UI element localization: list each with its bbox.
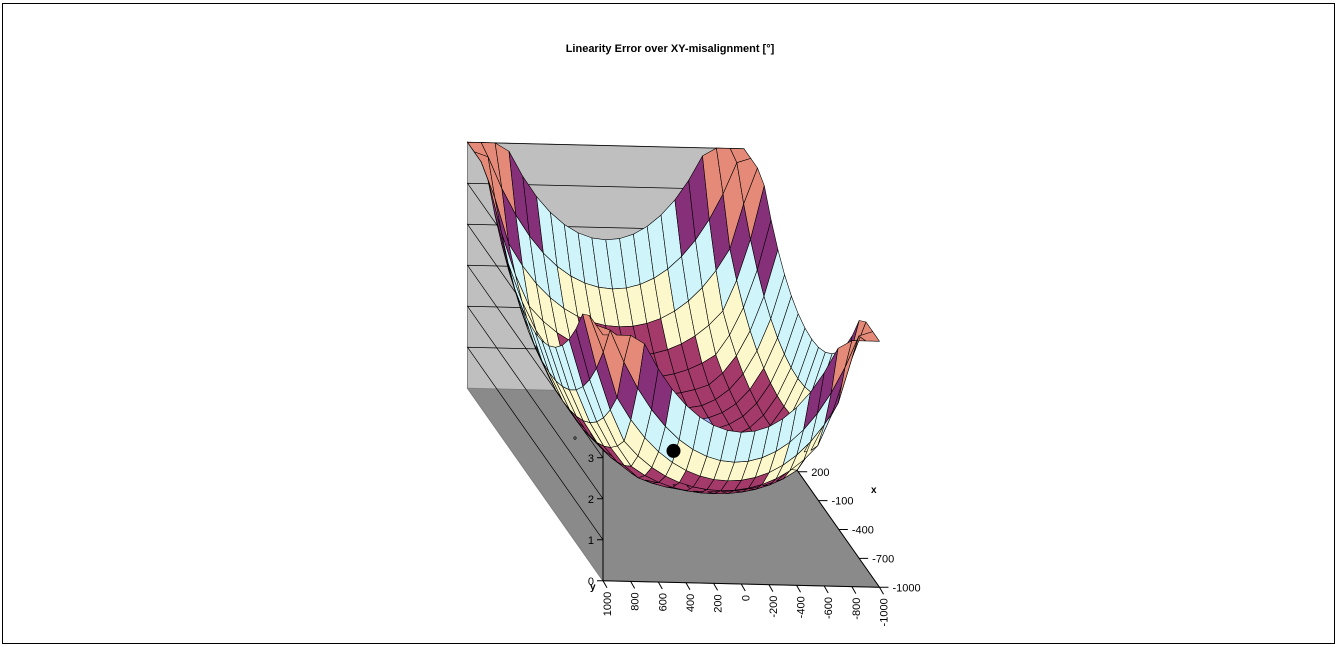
y-tick-label: 1000 <box>602 592 614 616</box>
y-tick-label: -1000 <box>879 598 891 626</box>
z-tick-label: 1 <box>588 535 594 547</box>
z-axis-label: ° <box>573 435 577 446</box>
y-tick <box>823 585 829 594</box>
y-tick-label: -600 <box>823 597 835 619</box>
y-tick <box>602 580 608 588</box>
y-tick-label: 200 <box>713 594 725 612</box>
y-tick <box>879 587 884 595</box>
y-tick-label: 400 <box>685 594 697 612</box>
surface-patch <box>858 331 880 342</box>
y-tick <box>796 585 801 593</box>
y-axis: 1000 800 600 400 200 0 -200 -400 -600 -800 -1000 <box>602 580 891 626</box>
minimum-marker <box>666 443 681 458</box>
x-tick-label: -100 <box>832 496 854 508</box>
y-tick <box>713 583 719 591</box>
y-tick <box>768 584 774 592</box>
x-tick-label: -1000 <box>893 582 921 594</box>
y-tick <box>630 581 636 589</box>
y-tick-label: -200 <box>768 596 780 618</box>
y-tick <box>657 581 663 590</box>
z-tick-label: 3 <box>588 453 594 465</box>
y-tick-label: 600 <box>657 593 669 611</box>
chart-title: Linearity Error over XY-misalignment [°] <box>566 43 775 55</box>
y-tick-label: 800 <box>630 592 642 610</box>
y-tick <box>685 582 691 590</box>
y-tick <box>740 583 746 592</box>
y-tick-label: 0 <box>740 595 752 601</box>
x-axis-label: x <box>871 485 877 496</box>
x-tick-label: 200 <box>811 467 829 479</box>
y-tick <box>851 586 857 594</box>
y-tick-label: -400 <box>796 596 808 618</box>
y-axis-label: y <box>590 582 596 593</box>
z-tick-label: 2 <box>588 494 594 506</box>
x-tick-label: -400 <box>852 525 874 537</box>
x-tick-label: -700 <box>872 553 894 565</box>
surface-mesh <box>467 142 880 495</box>
z-tick-label: 0 <box>588 576 594 588</box>
y-tick-label: -800 <box>851 598 863 620</box>
